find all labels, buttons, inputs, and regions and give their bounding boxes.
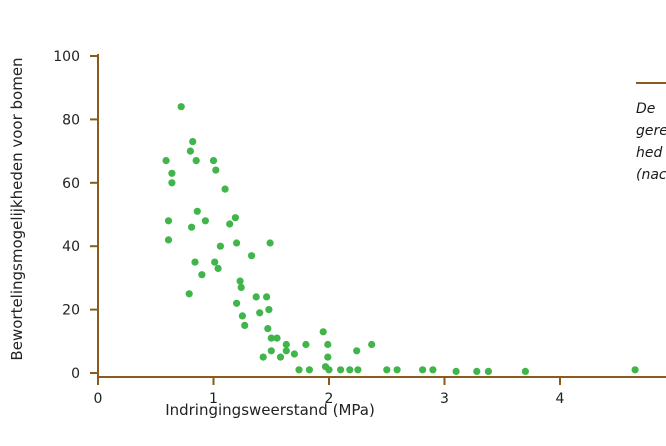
data-point [256, 309, 264, 317]
note-line: De [636, 101, 656, 117]
data-point [212, 166, 220, 174]
data-point [324, 340, 332, 349]
data-point [233, 239, 241, 247]
data-point [233, 299, 241, 307]
data-point [188, 223, 196, 231]
data-point [383, 366, 391, 374]
data-point [201, 217, 209, 225]
data-point [237, 283, 245, 291]
data-point [191, 258, 199, 266]
x-tick-label: 0 [94, 391, 103, 407]
y-tick-label: 20 [62, 303, 80, 319]
y-tick-label: 60 [62, 176, 80, 192]
data-point [209, 157, 218, 165]
data-point [164, 236, 173, 244]
data-point [162, 157, 170, 165]
data-point [248, 252, 256, 260]
data-point [168, 169, 176, 177]
axis-ticks: 012345020406080100 [53, 49, 565, 407]
data-point [263, 293, 271, 301]
y-tick-label: 0 [71, 366, 80, 382]
note-line: hed [636, 145, 663, 161]
x-tick-label: 2 [325, 391, 334, 407]
data-point [193, 207, 201, 215]
data-point [192, 157, 200, 165]
chart-note: De gere hed (nac [636, 98, 666, 186]
data-point [216, 242, 224, 250]
data-point [305, 366, 313, 374]
scatter-points [162, 103, 639, 375]
data-point [419, 366, 427, 374]
data-point [164, 217, 173, 225]
data-point [231, 214, 239, 222]
data-point [302, 340, 310, 349]
data-point [452, 367, 460, 375]
data-point [214, 264, 222, 272]
x-tick-label: 3 [440, 391, 449, 407]
data-point [189, 138, 197, 146]
data-point [259, 353, 267, 361]
y-axis-title: Bewortelingsmogelijkheden voor bomen [8, 57, 26, 360]
data-point [264, 325, 272, 333]
data-point [238, 312, 246, 320]
data-point [226, 220, 234, 228]
data-point [521, 367, 530, 375]
data-point [319, 328, 327, 336]
data-point [185, 290, 193, 298]
data-point [267, 347, 275, 355]
data-point [177, 103, 185, 111]
data-point [353, 347, 361, 355]
data-point [393, 366, 401, 374]
data-point [168, 179, 176, 187]
data-point [282, 340, 290, 349]
data-point [211, 258, 219, 266]
data-point [354, 366, 362, 374]
data-point [324, 353, 332, 361]
note-line: gere [636, 123, 666, 139]
data-point [346, 366, 354, 374]
data-point [429, 366, 437, 374]
data-point [221, 185, 229, 193]
data-point [276, 353, 285, 361]
data-point [325, 366, 333, 374]
x-axis-title: Indringingsweerstand (MPa) [165, 401, 375, 419]
y-tick-label: 100 [53, 49, 80, 65]
y-tick-label: 80 [62, 112, 80, 128]
data-point [282, 347, 290, 355]
note-line: (nac [636, 167, 666, 183]
data-point [236, 277, 244, 285]
x-tick-label: 1 [209, 391, 218, 407]
y-tick-label: 40 [62, 239, 80, 255]
data-point [241, 321, 249, 329]
data-point [337, 366, 345, 374]
data-point [266, 239, 274, 247]
data-point [484, 367, 492, 375]
data-point [252, 293, 260, 301]
x-tick-label: 4 [556, 391, 565, 407]
data-point [198, 271, 206, 279]
data-point [186, 147, 194, 155]
data-point [273, 334, 281, 342]
data-point [267, 334, 275, 342]
data-point [473, 367, 481, 375]
data-point [295, 366, 303, 374]
data-point [368, 340, 376, 349]
data-point [290, 350, 298, 358]
data-point [265, 306, 273, 314]
data-point [631, 366, 639, 374]
